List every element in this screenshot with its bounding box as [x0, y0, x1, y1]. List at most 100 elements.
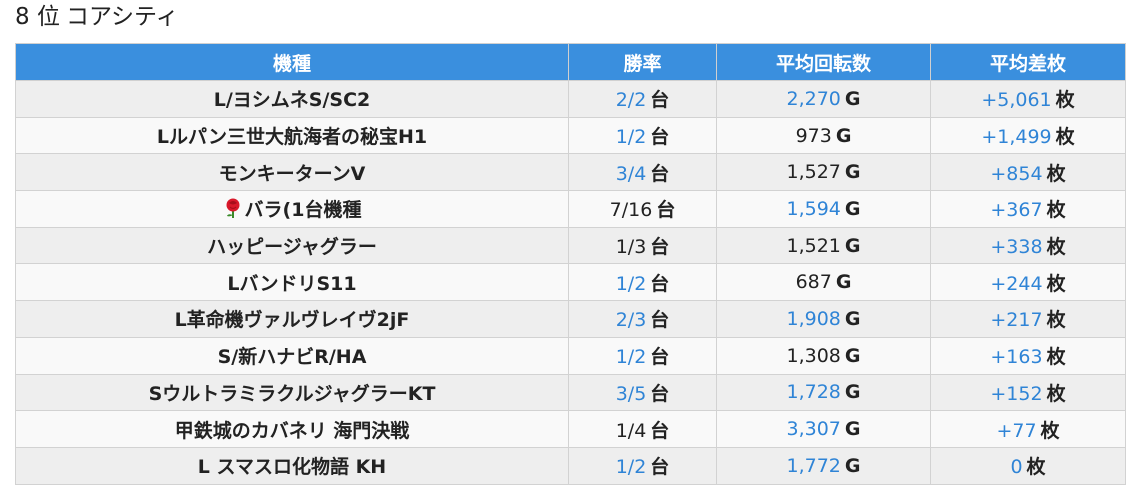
machine-name[interactable]: L革命機ヴァルヴレイヴ2jF	[174, 309, 410, 332]
avg-diff-value: +854	[990, 162, 1043, 185]
table-row[interactable]: L/ヨシムネS/SC2 2/2 台 2,270 G +5,061 枚	[15, 80, 1126, 118]
avg-diff-value: +152	[990, 382, 1043, 405]
avg-diff-unit: 枚	[1055, 89, 1075, 112]
avg-diff-unit: 枚	[1046, 309, 1066, 332]
win-rate-value: 2/3	[615, 309, 647, 332]
avg-spins-value: 1,594	[786, 197, 841, 220]
avg-spins-value: 1,908	[786, 307, 841, 330]
avg-diff-unit: 枚	[1046, 382, 1066, 405]
avg-diff-unit: 枚	[1046, 199, 1066, 222]
table-row[interactable]: バラ(1台機種 7/16 台 1,594 G +367 枚	[15, 190, 1126, 228]
win-rate-unit: 台	[650, 456, 670, 479]
table-row[interactable]: LバンドリS11 1/2 台 687 G +244 枚	[15, 263, 1126, 302]
avg-spins-value: 2,270	[786, 87, 841, 110]
machine-cell: L スマスロ化物語 KH	[15, 446, 569, 485]
machine-name[interactable]: SウルトラミラクルジャグラーKT	[148, 382, 436, 405]
avg-diff-cell: +338 枚	[930, 226, 1126, 265]
table-row[interactable]: S/新ハナビR/HA 1/2 台 1,308 G +163 枚	[15, 336, 1126, 375]
win-rate-cell: 2/2 台	[568, 80, 717, 118]
rose-icon	[223, 198, 243, 221]
avg-spins-cell: 1,772 G	[716, 446, 931, 485]
table-row[interactable]: ハッピージャグラー 1/3 台 1,521 G +338 枚	[15, 226, 1126, 265]
avg-spins-unit: G	[844, 418, 861, 441]
avg-diff-cell: +854 枚	[930, 153, 1126, 192]
machine-name[interactable]: 甲鉄城のカバネリ 海門決戦	[174, 419, 410, 442]
machine-cell: L/ヨシムネS/SC2	[15, 80, 569, 118]
machine-name[interactable]: モンキーターンV	[218, 162, 366, 185]
avg-spins-value: 1,308	[786, 344, 841, 367]
avg-diff-value: +367	[990, 199, 1043, 222]
avg-diff-value: +1,499	[981, 126, 1052, 149]
machine-cell: L革命機ヴァルヴレイヴ2jF	[15, 300, 569, 338]
machine-name[interactable]: ハッピージャグラー	[207, 236, 377, 259]
win-rate-unit: 台	[650, 236, 670, 259]
avg-diff-value: +5,061	[981, 89, 1052, 112]
avg-diff-cell: +1,499 枚	[930, 116, 1126, 155]
win-rate-unit: 台	[656, 199, 676, 222]
avg-diff-value: +244	[990, 272, 1043, 295]
avg-diff-value: +338	[990, 236, 1043, 259]
column-header-avg-spins[interactable]: 平均回転数	[716, 43, 931, 81]
avg-diff-cell: +244 枚	[930, 263, 1126, 302]
win-rate-unit: 台	[650, 419, 670, 442]
avg-diff-unit: 枚	[1055, 126, 1075, 149]
avg-spins-unit: G	[835, 124, 852, 147]
win-rate-unit: 台	[650, 89, 670, 112]
avg-spins-unit: G	[844, 454, 861, 477]
avg-spins-cell: 687 G	[716, 263, 931, 302]
machine-name[interactable]: Lルパン三世大航海者の秘宝H1	[156, 126, 428, 149]
win-rate-cell: 1/2 台	[568, 116, 717, 155]
machine-name[interactable]: S/新ハナビR/HA	[217, 346, 367, 369]
win-rate-cell: 2/3 台	[568, 300, 717, 338]
win-rate-value: 2/2	[615, 89, 647, 112]
machine-name[interactable]: L スマスロ化物語 KH	[197, 456, 387, 479]
win-rate-cell: 1/2 台	[568, 336, 717, 375]
avg-diff-cell: +367 枚	[930, 190, 1126, 228]
avg-diff-value: 0	[1010, 456, 1023, 479]
avg-spins-cell: 1,527 G	[716, 153, 931, 192]
column-header-avg-diff[interactable]: 平均差枚	[930, 43, 1126, 81]
table-row[interactable]: L革命機ヴァルヴレイヴ2jF 2/3 台 1,908 G +217 枚	[15, 300, 1126, 338]
machine-name[interactable]: バラ(1台機種	[244, 199, 362, 222]
ranking-table: 機種 勝率 平均回転数 平均差枚 L/ヨシムネS/SC2 2/2 台 2,270 G +5…	[15, 43, 1126, 485]
avg-diff-value: +217	[990, 309, 1043, 332]
avg-spins-unit: G	[844, 87, 861, 110]
avg-spins-value: 1,527	[786, 161, 841, 184]
avg-diff-value: +77	[996, 419, 1037, 442]
machine-cell: S/新ハナビR/HA	[15, 336, 569, 375]
avg-diff-unit: 枚	[1046, 272, 1066, 295]
avg-spins-cell: 1,594 G	[716, 190, 931, 228]
avg-spins-value: 1,728	[786, 381, 841, 404]
avg-spins-value: 1,521	[786, 234, 841, 257]
table-row[interactable]: 甲鉄城のカバネリ 海門決戦 1/4 台 3,307 G +77 枚	[15, 410, 1126, 448]
machine-cell: バラ(1台機種	[15, 190, 569, 228]
avg-spins-unit: G	[844, 234, 861, 257]
table-row[interactable]: モンキーターンV 3/4 台 1,527 G +854 枚	[15, 153, 1126, 192]
avg-diff-unit: 枚	[1046, 162, 1066, 185]
win-rate-cell: 3/4 台	[568, 153, 717, 192]
avg-spins-value: 1,772	[786, 454, 841, 477]
page-title: 8 位コアシティ	[15, 0, 179, 36]
avg-diff-cell: +217 枚	[930, 300, 1126, 338]
win-rate-unit: 台	[650, 309, 670, 332]
avg-spins-cell: 3,307 G	[716, 410, 931, 448]
win-rate-unit: 台	[650, 126, 670, 149]
machine-cell: Lルパン三世大航海者の秘宝H1	[15, 116, 569, 155]
table-row[interactable]: SウルトラミラクルジャグラーKT 3/5 台 1,728 G +152 枚	[15, 373, 1126, 412]
avg-spins-value: 973	[795, 124, 832, 147]
avg-diff-unit: 枚	[1040, 419, 1060, 442]
machine-name[interactable]: LバンドリS11	[227, 272, 357, 295]
win-rate-cell: 1/4 台	[568, 410, 717, 448]
table-row[interactable]: L スマスロ化物語 KH 1/2 台 1,772 G 0 枚	[15, 446, 1126, 485]
avg-diff-cell: +77 枚	[930, 410, 1126, 448]
avg-spins-unit: G	[835, 271, 852, 294]
column-header-machine[interactable]: 機種	[15, 43, 569, 81]
avg-spins-value: 687	[795, 271, 832, 294]
avg-spins-cell: 973 G	[716, 116, 931, 155]
machine-name[interactable]: L/ヨシムネS/SC2	[213, 89, 371, 112]
column-header-win-rate[interactable]: 勝率	[568, 43, 717, 81]
avg-diff-unit: 枚	[1046, 236, 1066, 259]
table-row[interactable]: Lルパン三世大航海者の秘宝H1 1/2 台 973 G +1,499 枚	[15, 116, 1126, 155]
